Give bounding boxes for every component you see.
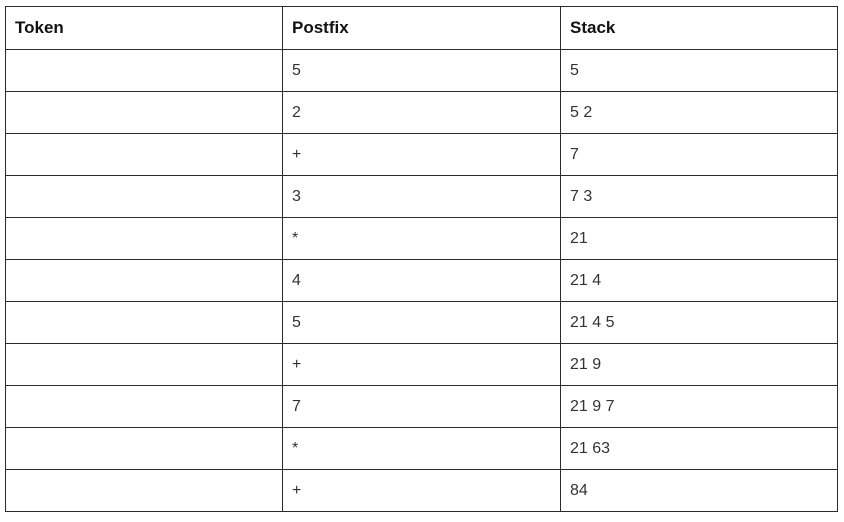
postfix-cell: + xyxy=(282,133,561,176)
table-header: Token Postfix Stack xyxy=(5,6,838,50)
token-cell xyxy=(5,301,283,344)
stack-cell: 21 xyxy=(560,217,838,260)
table-row: * 21 63 xyxy=(5,427,838,470)
token-cell xyxy=(5,175,283,218)
token-cell xyxy=(5,259,283,302)
postfix-cell: 2 xyxy=(282,91,561,134)
postfix-cell: + xyxy=(282,343,561,386)
token-cell xyxy=(5,469,283,512)
table-row: 4 21 4 xyxy=(5,259,838,302)
stack-cell: 21 9 7 xyxy=(560,385,838,428)
table-row: 5 21 4 5 xyxy=(5,301,838,344)
token-cell xyxy=(5,91,283,134)
table-row: +7 xyxy=(5,133,838,176)
postfix-cell: * xyxy=(282,217,561,260)
stack-cell: 21 9 xyxy=(560,343,838,386)
stack-cell: 5 2 xyxy=(560,91,838,134)
postfix-cell: 5 xyxy=(282,301,561,344)
stack-cell: 7 xyxy=(560,133,838,176)
table-row: * 21 xyxy=(5,217,838,260)
postfix-cell: 7 xyxy=(282,385,561,428)
stack-cell: 84 xyxy=(560,469,838,512)
postfix-cell: * xyxy=(282,427,561,470)
postfix-cell: 5 xyxy=(282,49,561,92)
token-cell xyxy=(5,343,283,386)
token-cell xyxy=(5,217,283,260)
stack-cell: 5 xyxy=(560,49,838,92)
postfix-cell: 3 xyxy=(282,175,561,218)
postfix-cell: + xyxy=(282,469,561,512)
token-cell xyxy=(5,427,283,470)
column-header-postfix: Postfix xyxy=(282,6,561,50)
token-cell xyxy=(5,133,283,176)
stack-cell: 21 4 5 xyxy=(560,301,838,344)
stack-cell: 21 4 xyxy=(560,259,838,302)
header-row: Token Postfix Stack xyxy=(5,6,838,50)
stack-cell: 21 63 xyxy=(560,427,838,470)
postfix-cell: 4 xyxy=(282,259,561,302)
table-row: +21 9 xyxy=(5,343,838,386)
stack-cell: 7 3 xyxy=(560,175,838,218)
token-cell xyxy=(5,49,283,92)
column-header-token: Token xyxy=(5,6,283,50)
column-header-stack: Stack xyxy=(560,6,838,50)
table-row: +84 xyxy=(5,469,838,512)
table-row: 7 21 9 7 xyxy=(5,385,838,428)
token-cell xyxy=(5,385,283,428)
